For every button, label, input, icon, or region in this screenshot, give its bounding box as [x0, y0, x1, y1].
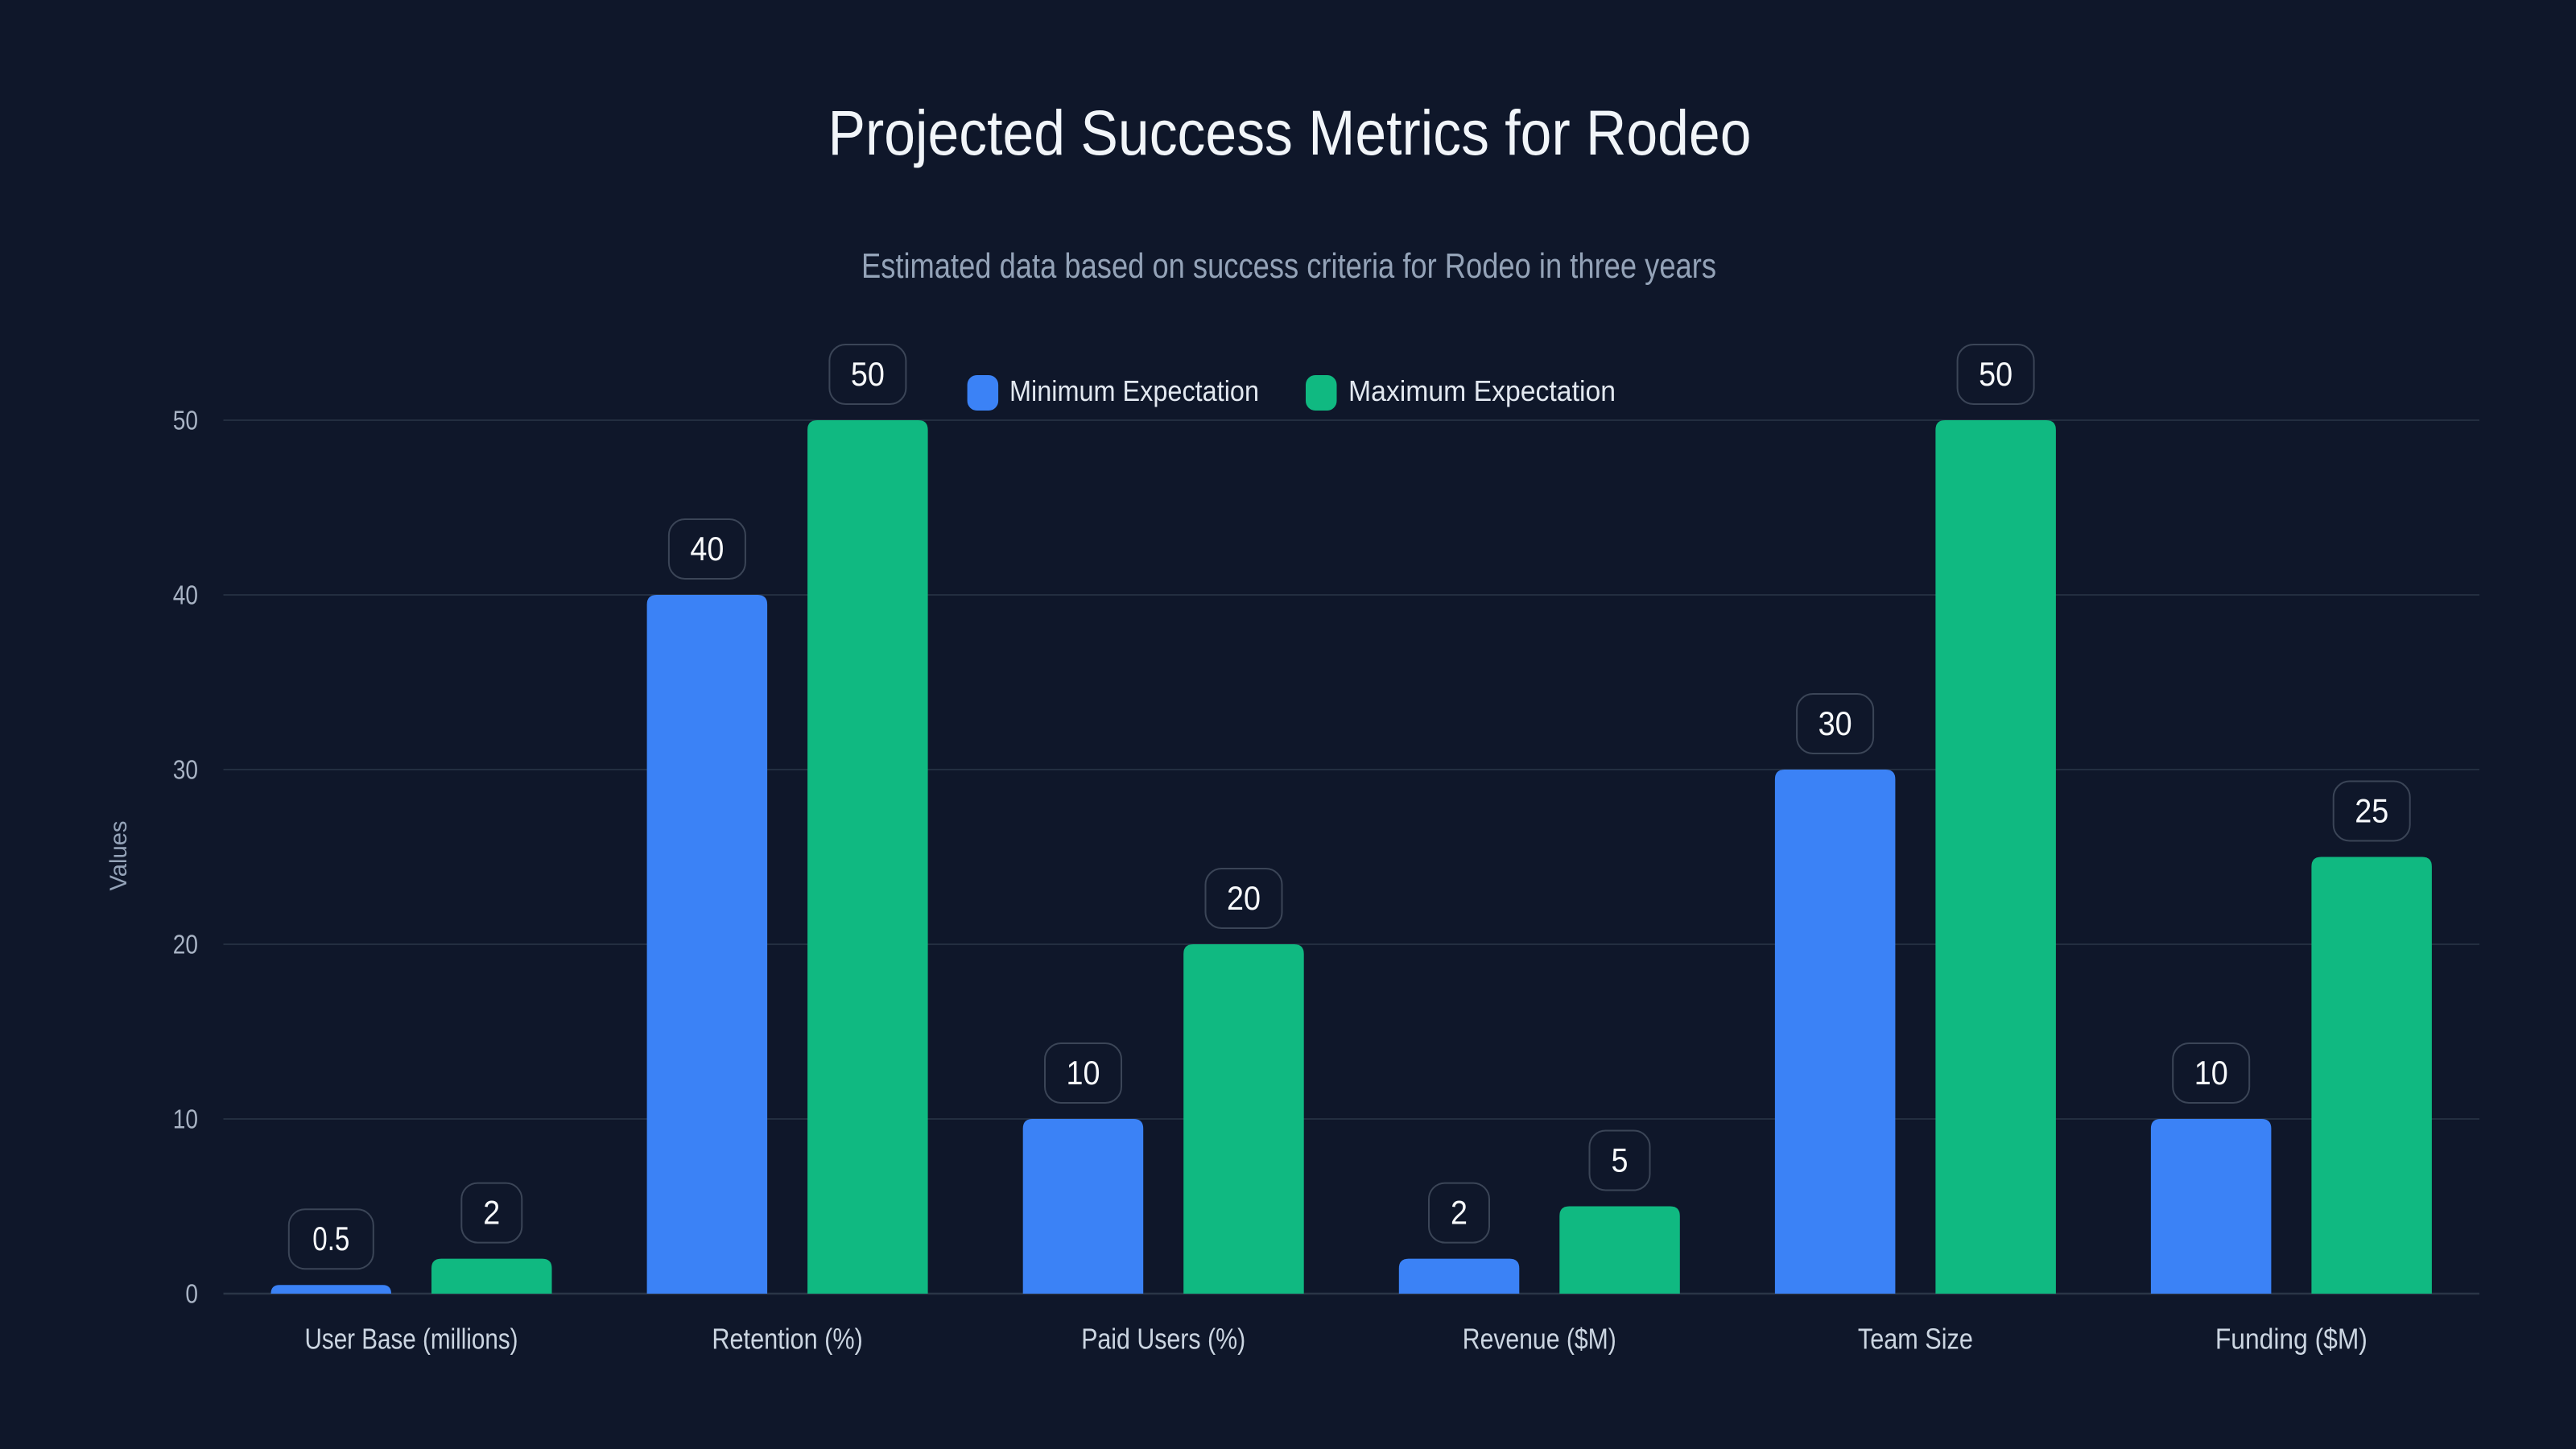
svg-text:0.5: 0.5 [312, 1220, 349, 1257]
svg-text:5: 5 [1612, 1141, 1629, 1179]
svg-text:2: 2 [1451, 1193, 1468, 1231]
svg-text:40: 40 [690, 530, 724, 568]
svg-text:Maximum Expectation: Maximum Expectation [1348, 374, 1616, 407]
svg-text:Revenue ($M): Revenue ($M) [1463, 1323, 1616, 1356]
svg-text:Paid Users (%): Paid Users (%) [1081, 1323, 1245, 1356]
svg-text:40: 40 [173, 580, 198, 609]
svg-text:Projected Success Metrics for: Projected Success Metrics for Rodeo [828, 97, 1752, 168]
svg-text:Retention (%): Retention (%) [712, 1323, 863, 1356]
svg-text:20: 20 [1227, 879, 1261, 917]
svg-text:Team Size: Team Size [1858, 1323, 1973, 1356]
svg-text:Values: Values [105, 821, 132, 891]
svg-text:20: 20 [173, 929, 198, 959]
svg-text:2: 2 [483, 1193, 500, 1231]
svg-text:10: 10 [1067, 1054, 1100, 1092]
svg-text:Minimum Expectation: Minimum Expectation [1009, 374, 1259, 407]
svg-text:Estimated data based on succes: Estimated data based on success criteria… [861, 246, 1716, 286]
svg-text:30: 30 [1818, 704, 1852, 742]
svg-text:10: 10 [2194, 1054, 2228, 1092]
svg-text:10: 10 [173, 1104, 198, 1133]
svg-text:30: 30 [173, 754, 198, 784]
svg-text:Funding ($M): Funding ($M) [2215, 1323, 2368, 1356]
svg-text:25: 25 [2355, 791, 2388, 829]
svg-text:50: 50 [851, 355, 885, 393]
svg-text:0: 0 [185, 1278, 198, 1308]
svg-text:User Base (millions): User Base (millions) [305, 1323, 518, 1356]
svg-text:50: 50 [173, 405, 198, 435]
svg-text:50: 50 [1979, 355, 2013, 393]
